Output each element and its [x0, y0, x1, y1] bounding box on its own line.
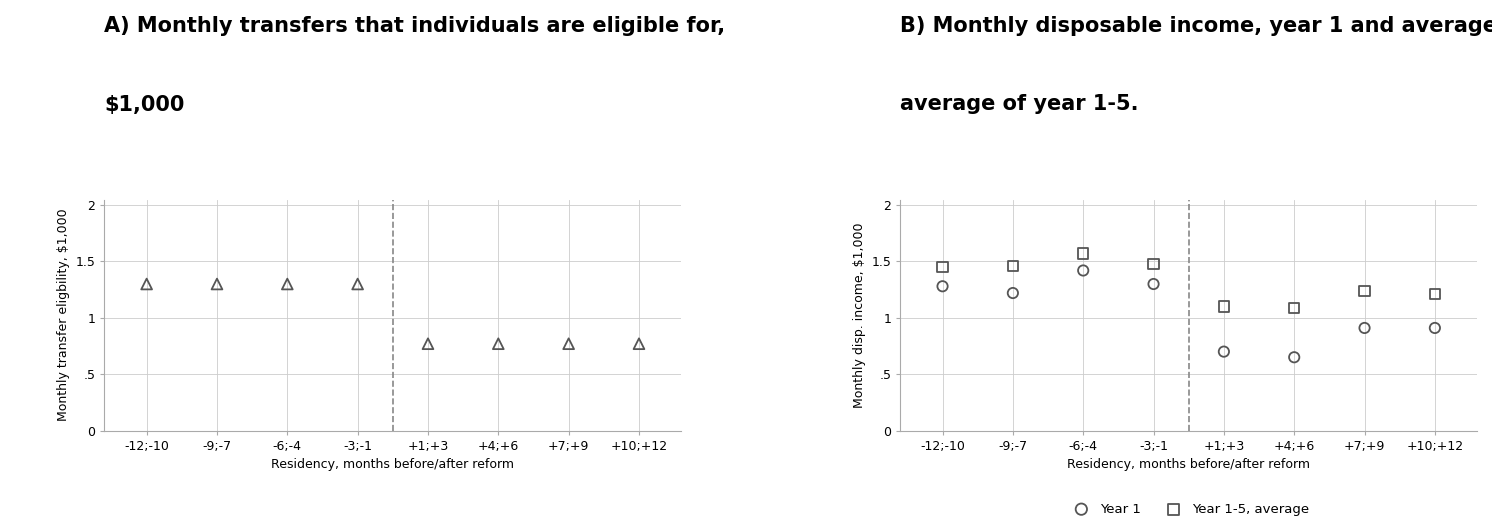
- Point: [557, 340, 580, 348]
- Year 1: [1423, 324, 1447, 332]
- Text: $1,000: $1,000: [104, 94, 185, 114]
- Legend: Year 1, Year 1-5, average: Year 1, Year 1-5, average: [1062, 497, 1314, 521]
- X-axis label: Residency, months before/after reform: Residency, months before/after reform: [1067, 458, 1310, 471]
- Year 1-5, average: [1282, 303, 1306, 312]
- Year 1: [1353, 324, 1377, 332]
- Text: A) Monthly transfers that individuals are eligible for,: A) Monthly transfers that individuals ar…: [104, 16, 725, 36]
- Year 1: [1212, 348, 1235, 356]
- Year 1-5, average: [1353, 287, 1377, 295]
- Year 1-5, average: [1071, 249, 1095, 258]
- Point: [346, 280, 370, 288]
- Point: [204, 280, 228, 288]
- Y-axis label: Monthly disp. income, $1,000: Monthly disp. income, $1,000: [853, 222, 865, 408]
- Point: [416, 340, 440, 348]
- Year 1: [1001, 289, 1025, 297]
- Point: [627, 340, 651, 348]
- X-axis label: Residency, months before/after reform: Residency, months before/after reform: [272, 458, 515, 471]
- Point: [486, 340, 510, 348]
- Year 1-5, average: [1423, 290, 1447, 298]
- Year 1: [1141, 280, 1165, 288]
- Point: [134, 280, 158, 288]
- Year 1: [931, 282, 955, 290]
- Text: B) Monthly disposable income, year 1 and average: B) Monthly disposable income, year 1 and…: [900, 16, 1492, 36]
- Year 1: [1071, 266, 1095, 275]
- Year 1-5, average: [1001, 262, 1025, 270]
- Text: average of year 1-5.: average of year 1-5.: [900, 94, 1138, 114]
- Year 1-5, average: [1141, 259, 1165, 268]
- Year 1: [1282, 353, 1306, 361]
- Point: [276, 280, 300, 288]
- Year 1-5, average: [1212, 302, 1235, 311]
- Y-axis label: Monthly transfer eligbility, $1,000: Monthly transfer eligbility, $1,000: [57, 208, 70, 421]
- Year 1-5, average: [931, 263, 955, 271]
